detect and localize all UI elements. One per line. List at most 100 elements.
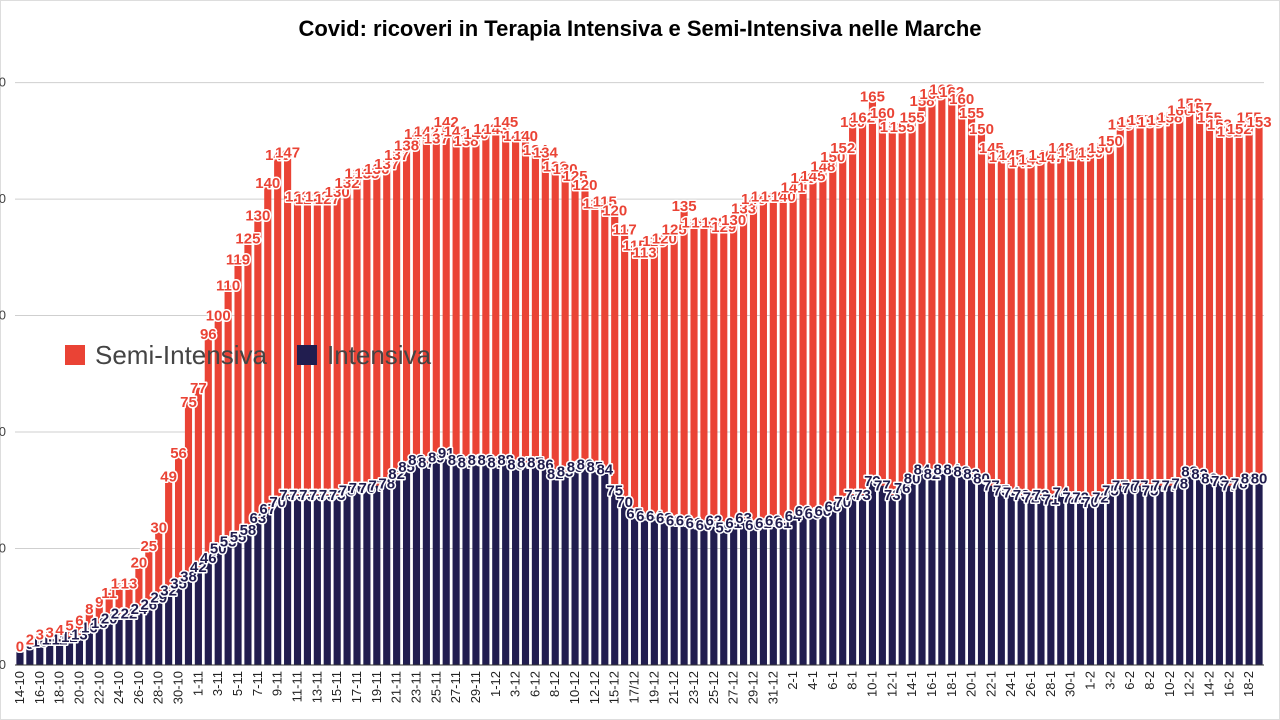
data-label: 87 <box>418 454 435 471</box>
bar-segment <box>769 520 777 665</box>
bar-segment <box>948 469 956 665</box>
bar-segment <box>303 494 311 665</box>
data-label: 120 <box>572 177 597 194</box>
data-label: 141 <box>444 124 469 141</box>
data-label: 83 <box>953 464 970 481</box>
data-label: 70 <box>269 494 286 511</box>
data-label: 158 <box>909 93 934 110</box>
x-tick-label: 10-2 <box>1162 671 1177 697</box>
data-label: 20 <box>101 610 118 627</box>
bar-segment <box>660 238 668 519</box>
x-tick-label: 20-1 <box>964 671 979 697</box>
data-label: 10 <box>31 634 48 651</box>
data-label: 78 <box>1231 475 1248 492</box>
data-label: 62 <box>676 513 693 530</box>
data-label: 150 <box>969 121 994 138</box>
bar-segment <box>393 473 401 665</box>
data-label: 157 <box>1147 112 1172 129</box>
bar-segment <box>234 536 242 665</box>
bar-segment <box>997 490 1005 665</box>
x-tick-label: 21-11 <box>389 671 404 703</box>
bar-segment <box>710 222 718 521</box>
data-label: 62 <box>666 513 683 530</box>
data-label: 96 <box>200 326 217 343</box>
x-tick-label: 23-11 <box>408 671 423 703</box>
data-label: 22 <box>111 606 128 623</box>
data-label: 79 <box>1211 473 1228 490</box>
data-label: 75 <box>606 482 623 499</box>
bar-segment <box>898 487 906 665</box>
data-label: 11 <box>101 585 117 602</box>
data-label: 66 <box>815 503 832 520</box>
data-label: 145 <box>999 147 1024 164</box>
bar-segment <box>26 639 34 645</box>
legend-swatch <box>296 345 317 365</box>
data-label: 155 <box>959 105 984 122</box>
data-label: 80 <box>1201 471 1218 488</box>
bar-segment <box>1067 497 1075 665</box>
data-label: 155 <box>1108 117 1133 134</box>
data-label: 62 <box>706 513 723 530</box>
bar-segment <box>422 462 430 665</box>
data-label: 148 <box>1058 144 1083 161</box>
data-label: 84 <box>933 461 950 478</box>
bar-segment <box>759 522 767 665</box>
bar-segment <box>581 464 589 665</box>
bar-segment <box>938 469 946 665</box>
bar-segment <box>1136 119 1144 486</box>
data-label: 88 <box>408 452 425 469</box>
data-label: 138 <box>394 137 419 154</box>
data-label: 63 <box>735 510 752 527</box>
bar-segment <box>541 152 549 465</box>
data-label: 73 <box>844 487 861 504</box>
x-tick-label: 7-11 <box>250 671 265 696</box>
x-tick-label: 16-1 <box>924 671 939 697</box>
bar-segment <box>155 597 163 665</box>
bar-segment <box>829 157 837 507</box>
data-label: 129 <box>682 214 707 231</box>
bar-segment <box>1166 485 1174 665</box>
bar-segment <box>591 203 599 467</box>
data-label: 157 <box>1128 112 1153 129</box>
data-label: 6 <box>75 613 83 630</box>
data-label: 137 <box>384 147 409 164</box>
bar-segment <box>888 494 896 665</box>
bar-segment <box>264 182 272 509</box>
data-label: 3 <box>46 624 54 641</box>
y-tick-label: 150 <box>0 308 6 323</box>
data-label: 13 <box>71 627 88 644</box>
data-label: 66 <box>795 503 812 520</box>
x-tick-label: 6-1 <box>825 671 840 690</box>
bar-segment <box>740 518 748 665</box>
bar-segment <box>1086 501 1095 665</box>
bar-segment <box>452 131 460 460</box>
data-label: 73 <box>1033 487 1050 504</box>
data-label: 140 <box>255 175 280 192</box>
x-tick-label: 19-12 <box>646 671 661 704</box>
bar-segment <box>1116 124 1124 486</box>
data-label: 145 <box>800 168 825 185</box>
x-tick-label: 22-1 <box>983 671 998 697</box>
data-label: 77 <box>1161 478 1178 495</box>
bar-segment <box>849 122 857 495</box>
data-label: 75 <box>1142 482 1159 499</box>
data-label: 73 <box>279 487 296 504</box>
bar-segment <box>274 154 282 502</box>
data-label: 125 <box>662 221 687 238</box>
data-label: 82 <box>388 466 405 483</box>
bar-segment <box>363 173 371 488</box>
data-label: 138 <box>454 133 479 150</box>
bar-segment <box>680 206 688 521</box>
bar-segment <box>561 471 569 665</box>
bar-segment <box>1037 154 1045 495</box>
data-label: 128 <box>701 214 726 231</box>
x-tick-label: 16-10 <box>32 671 47 704</box>
data-label: 143 <box>483 121 508 138</box>
bar-segment <box>908 478 916 665</box>
data-label: 73 <box>1013 487 1030 504</box>
bar-segment <box>1235 483 1243 665</box>
bar-segment <box>1245 117 1253 479</box>
bar-segment <box>561 168 569 472</box>
bar-segment <box>16 646 24 665</box>
bar-segment <box>680 520 688 665</box>
